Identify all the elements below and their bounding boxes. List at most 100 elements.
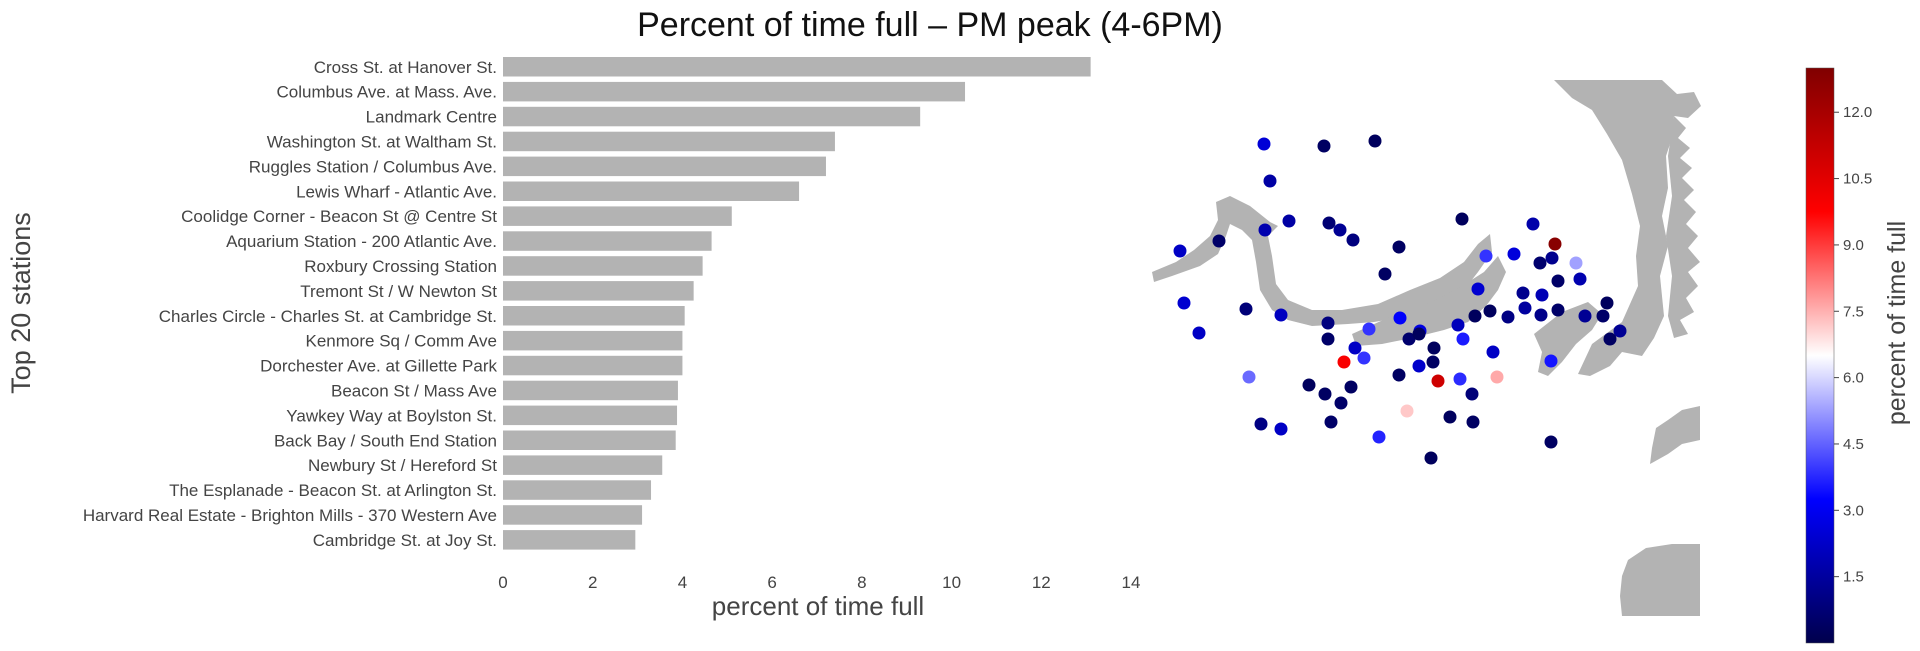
station-point <box>1526 217 1540 231</box>
station-point <box>1333 223 1347 237</box>
bar <box>503 131 835 152</box>
station-point <box>1257 137 1271 151</box>
category-label: Aquarium Station - 200 Atlantic Ave. <box>226 232 497 251</box>
station-point <box>1490 370 1504 384</box>
colorbar-ticks: 1.5 3.0 4.5 6.0 7.5 9.0 10.5 12.0 <box>1834 104 1872 586</box>
x-tick-labels: 0 2 4 6 8 10 12 14 <box>498 573 1140 592</box>
bar <box>503 81 966 102</box>
station-point <box>1400 404 1414 418</box>
station-point <box>1603 332 1617 346</box>
station-point <box>1302 378 1316 392</box>
bar <box>503 405 678 426</box>
x-tick-label: 0 <box>498 573 507 592</box>
bar <box>503 306 685 326</box>
bar <box>503 330 683 351</box>
station-point <box>1613 324 1627 338</box>
bar <box>503 505 643 525</box>
category-label: Yawkey Way at Boylston St. <box>286 406 497 425</box>
station-point <box>1466 415 1480 429</box>
category-label: Cross St. at Hanover St. <box>314 58 497 77</box>
station-point <box>1321 332 1335 346</box>
x-axis-label: percent of time full <box>712 591 924 621</box>
category-label: The Esplanade - Beacon St. at Arlington … <box>169 481 497 500</box>
station-point <box>1322 216 1336 230</box>
bar <box>503 281 694 301</box>
station-point <box>1465 387 1479 401</box>
category-label: Back Bay / South End Station <box>274 431 497 450</box>
station-point <box>1254 417 1268 431</box>
station-point <box>1242 370 1256 384</box>
station-point <box>1455 212 1469 226</box>
station-point <box>1479 249 1493 263</box>
colorbar-tick-label: 6.0 <box>1843 370 1864 387</box>
category-label: Tremont St / W Newton St <box>300 282 497 301</box>
category-labels: Cross St. at Hanover St. Columbus Ave. at… <box>83 58 498 550</box>
category-label: Dorchester Ave. at Gillette Park <box>260 357 497 376</box>
station-point <box>1258 223 1272 237</box>
colorbar <box>1805 67 1835 644</box>
station-point <box>1368 134 1382 148</box>
station-point <box>1173 244 1187 258</box>
bar <box>503 380 678 401</box>
boston-map <box>1152 80 1701 616</box>
station-point <box>1192 326 1206 340</box>
colorbar-tick-label: 1.5 <box>1843 569 1864 586</box>
station-point <box>1357 351 1371 365</box>
station-point <box>1346 233 1360 247</box>
station-point <box>1402 332 1416 346</box>
station-point <box>1427 341 1441 355</box>
category-label: Landmark Centre <box>366 108 497 127</box>
station-point <box>1431 374 1445 388</box>
station-point <box>1334 396 1348 410</box>
x-tick-label: 14 <box>1122 573 1141 592</box>
colorbar-tick-label: 7.5 <box>1843 303 1864 320</box>
category-label: Harvard Real Estate - Brighton Mills - 3… <box>83 506 497 525</box>
station-point <box>1239 302 1253 316</box>
station-point <box>1348 341 1362 355</box>
station-point <box>1274 422 1288 436</box>
bar <box>503 181 800 201</box>
colorbar-tick-label: 10.5 <box>1843 171 1872 188</box>
station-point <box>1392 368 1406 382</box>
station-point <box>1317 139 1331 153</box>
bar <box>503 106 921 127</box>
station-point <box>1483 304 1497 318</box>
station-points <box>1173 134 1627 465</box>
category-label: Roxbury Crossing Station <box>304 257 497 276</box>
station-point <box>1372 430 1386 444</box>
station-point <box>1324 415 1338 429</box>
station-point <box>1544 354 1558 368</box>
category-label: Charles Circle - Charles St. at Cambridg… <box>159 307 497 326</box>
x-tick-label: 12 <box>1032 573 1051 592</box>
bar <box>503 156 826 177</box>
x-tick-label: 2 <box>588 573 597 592</box>
station-point <box>1212 234 1226 248</box>
station-point <box>1534 308 1548 322</box>
station-point <box>1378 267 1392 281</box>
station-point <box>1535 288 1549 302</box>
x-tick-label: 6 <box>767 573 776 592</box>
category-label: Lewis Wharf - Atlantic Ave. <box>296 182 497 201</box>
station-point <box>1548 237 1562 251</box>
colorbar-label: percent of time full <box>1883 221 1911 425</box>
station-point <box>1518 301 1532 315</box>
x-tick-label: 4 <box>678 573 687 592</box>
station-point <box>1426 355 1440 369</box>
station-point <box>1486 345 1500 359</box>
station-point <box>1456 332 1470 346</box>
station-point <box>1516 286 1530 300</box>
station-point <box>1263 174 1277 188</box>
station-point <box>1282 214 1296 228</box>
station-point <box>1412 327 1426 341</box>
station-point <box>1393 311 1407 325</box>
bar <box>503 355 683 376</box>
station-point <box>1344 380 1358 394</box>
category-label: Coolidge Corner - Beacon St @ Centre St <box>181 207 497 226</box>
category-label: Newbury St / Hereford St <box>308 456 497 475</box>
station-point <box>1507 247 1521 261</box>
bar <box>503 480 652 500</box>
station-point <box>1177 296 1191 310</box>
category-label: Columbus Ave. at Mass. Ave. <box>277 83 498 102</box>
station-point <box>1545 251 1559 265</box>
